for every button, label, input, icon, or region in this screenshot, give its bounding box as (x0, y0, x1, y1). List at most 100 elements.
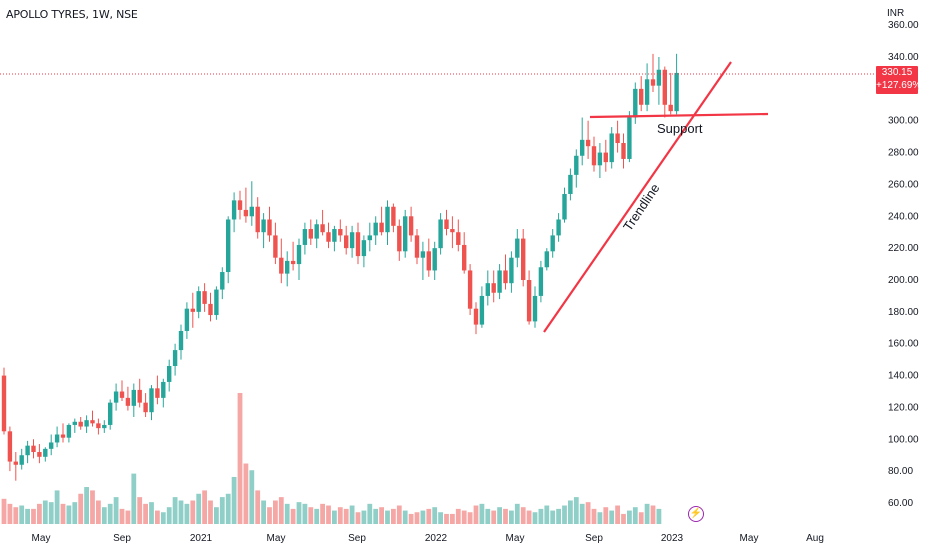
candle-body (184, 308, 190, 331)
volume-bar (579, 503, 585, 524)
candle-body (562, 193, 567, 220)
candle-body (603, 152, 608, 163)
volume-bar (143, 503, 148, 524)
volume-bar (308, 507, 314, 524)
volume-bar (361, 510, 367, 524)
volume-bar (520, 507, 526, 524)
volume-bar (503, 508, 508, 524)
volume-bar (184, 503, 190, 524)
volume-bar (190, 500, 196, 524)
volume-bar (355, 512, 361, 524)
candle-body (108, 402, 113, 425)
candle-body (650, 79, 656, 86)
volume-bar (231, 476, 237, 524)
y-tick-label: 80.00 (888, 466, 913, 477)
volume-bar (320, 503, 325, 524)
volume-bar (284, 503, 290, 524)
x-tick-label: May (32, 533, 51, 544)
volume-bar (208, 500, 213, 524)
volume-bar (48, 502, 54, 524)
candle-body (302, 229, 308, 245)
candle-body (214, 289, 219, 316)
candle-body (462, 244, 467, 271)
support-line[interactable] (589, 112, 769, 119)
x-axis[interactable]: May Sep 2021 May Sep 2022 May Sep 2023 May Aug (32, 533, 824, 544)
lightning-icon[interactable]: ⚡ (688, 506, 704, 522)
candle-body (78, 421, 83, 427)
volume-bar (562, 505, 567, 524)
candle-body (615, 133, 620, 144)
candle-body (467, 270, 473, 309)
candle-body (397, 225, 402, 252)
candle-body (444, 219, 449, 230)
candle-body (385, 206, 390, 233)
currency-label: INR (887, 8, 905, 19)
candle-body (196, 291, 201, 312)
volume-bar (615, 505, 620, 524)
volume-bar (408, 513, 414, 524)
y-tick-label: 140.00 (888, 371, 919, 382)
candle-body (19, 455, 24, 465)
candle-body (403, 216, 408, 252)
volume-bar (90, 490, 95, 524)
volume-bar (514, 503, 520, 524)
x-tick-label: Sep (348, 533, 366, 544)
volume-bar (491, 510, 497, 524)
candle-body (497, 270, 502, 293)
candle-body (49, 442, 54, 449)
x-tick-label: May (740, 533, 759, 544)
candle-body (597, 152, 603, 166)
volume-bar (314, 508, 320, 524)
x-tick-label: Sep (585, 533, 603, 544)
volume-bar (273, 500, 278, 524)
volume-bar (326, 505, 331, 524)
volume-bar (96, 500, 101, 524)
candle-body (143, 402, 148, 413)
volume-bar (432, 507, 438, 524)
volume-bar (568, 500, 573, 524)
candle-body (426, 251, 431, 271)
candle-body (249, 206, 254, 217)
candle-body (255, 206, 260, 233)
x-tick-label: May (506, 533, 525, 544)
volume-bar (349, 505, 355, 524)
candle-body (438, 219, 443, 249)
candle-body (621, 143, 626, 159)
volume-bar (367, 503, 373, 524)
volume-bar (644, 503, 650, 524)
last-price-change: +127.69% (876, 80, 922, 91)
volume-bar (597, 512, 603, 524)
y-tick-label: 360.00 (888, 20, 919, 31)
candle-body (515, 238, 520, 258)
y-tick-label: 180.00 (888, 307, 919, 318)
volume-bar (37, 503, 42, 524)
candle-body (7, 431, 13, 462)
volume-bar (172, 497, 178, 524)
volume-bar (243, 463, 249, 524)
volume-bar (656, 508, 662, 524)
candle-body (149, 388, 154, 413)
volume-bar (450, 513, 455, 524)
volume-bar (420, 510, 426, 524)
volume-bar (101, 507, 107, 524)
candle-body (267, 219, 272, 236)
candle-body (125, 397, 131, 406)
candle-body (367, 235, 372, 241)
candle-body (37, 452, 42, 457)
candle-body (320, 224, 325, 233)
volume-bar (396, 505, 402, 524)
volume-bar (638, 512, 644, 524)
volume-bar (332, 510, 337, 524)
candle-body (137, 389, 142, 403)
volume-bar (573, 497, 579, 524)
candle-body (131, 389, 136, 406)
volume-bar (479, 503, 485, 524)
volume-bar (296, 502, 302, 524)
trend-line[interactable] (543, 61, 732, 333)
volume-bar (337, 507, 343, 524)
y-axis[interactable]: 60.00 80.00 100.00 120.00 140.00 160.00 180.00… (888, 20, 919, 509)
volume-bar (497, 507, 502, 524)
volume-bar (249, 470, 255, 524)
candle-body (202, 291, 207, 304)
